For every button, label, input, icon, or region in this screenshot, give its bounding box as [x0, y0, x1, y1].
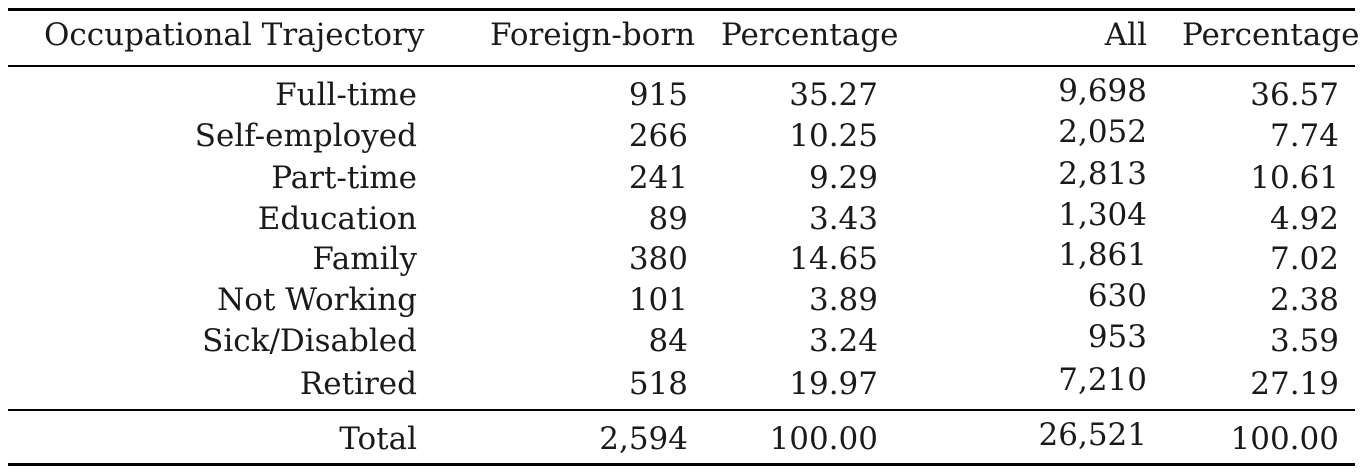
- cell-all: 2,052: [1058, 114, 1147, 150]
- cell-foreign-born: 380: [628, 241, 688, 277]
- cell-foreign-born-percentage: 14.65: [789, 241, 878, 277]
- cell-foreign-born: 518: [628, 366, 688, 402]
- cell-all: 7,210: [1058, 362, 1147, 398]
- top-rule: [8, 8, 1355, 11]
- row-label: Part-time: [271, 160, 417, 196]
- total-all-percentage: 100.00: [1230, 421, 1339, 457]
- header-rule: [8, 65, 1355, 67]
- cell-foreign-born: 89: [648, 201, 688, 237]
- row-label: Full-time: [275, 77, 417, 113]
- header-foreign-born: Foreign-born: [490, 17, 696, 53]
- cell-foreign-born: 915: [628, 77, 688, 113]
- total-foreign-born-percentage: 100.00: [769, 421, 878, 457]
- header-occupational-trajectory: Occupational Trajectory: [44, 17, 425, 53]
- cell-foreign-born: 241: [628, 160, 688, 196]
- cell-foreign-born-percentage: 9.29: [808, 160, 878, 196]
- row-label: Sick/Disabled: [202, 323, 417, 359]
- cell-foreign-born-percentage: 35.27: [789, 77, 878, 113]
- header-all: All: [1104, 17, 1147, 53]
- total-all: 26,521: [1038, 417, 1147, 453]
- cell-foreign-born: 84: [648, 323, 688, 359]
- cell-all: 630: [1087, 278, 1147, 314]
- cell-all: 1,861: [1058, 237, 1147, 273]
- row-label: Family: [312, 241, 417, 277]
- cell-all-percentage: 27.19: [1250, 366, 1339, 402]
- total-foreign-born: 2,594: [599, 421, 688, 457]
- cell-foreign-born-percentage: 19.97: [789, 366, 878, 402]
- cell-all-percentage: 2.38: [1269, 282, 1339, 318]
- cell-all-percentage: 7.02: [1269, 241, 1339, 277]
- cell-all: 2,813: [1058, 156, 1147, 192]
- cell-foreign-born-percentage: 10.25: [789, 118, 878, 154]
- cell-foreign-born-percentage: 3.43: [808, 201, 878, 237]
- cell-all: 9,698: [1058, 73, 1147, 109]
- row-label: Self-employed: [194, 118, 417, 154]
- cell-foreign-born: 266: [628, 118, 688, 154]
- bottom-rule: [8, 463, 1355, 466]
- row-label: Education: [257, 201, 417, 237]
- cell-foreign-born-percentage: 3.89: [808, 282, 878, 318]
- cell-foreign-born: 101: [628, 282, 688, 318]
- row-label: Not Working: [217, 282, 417, 318]
- header-foreign-born-percentage: Percentage: [721, 17, 899, 53]
- header-all-percentage: Percentage: [1182, 17, 1360, 53]
- cell-all-percentage: 3.59: [1269, 323, 1339, 359]
- row-label: Retired: [299, 366, 417, 402]
- total-rule: [8, 409, 1355, 411]
- cell-all-percentage: 7.74: [1269, 118, 1339, 154]
- cell-all: 953: [1087, 319, 1147, 355]
- cell-all: 1,304: [1058, 197, 1147, 233]
- cell-foreign-born-percentage: 3.24: [808, 323, 878, 359]
- total-label: Total: [339, 421, 417, 457]
- cell-all-percentage: 36.57: [1250, 77, 1339, 113]
- cell-all-percentage: 10.61: [1250, 160, 1339, 196]
- cell-all-percentage: 4.92: [1269, 201, 1339, 237]
